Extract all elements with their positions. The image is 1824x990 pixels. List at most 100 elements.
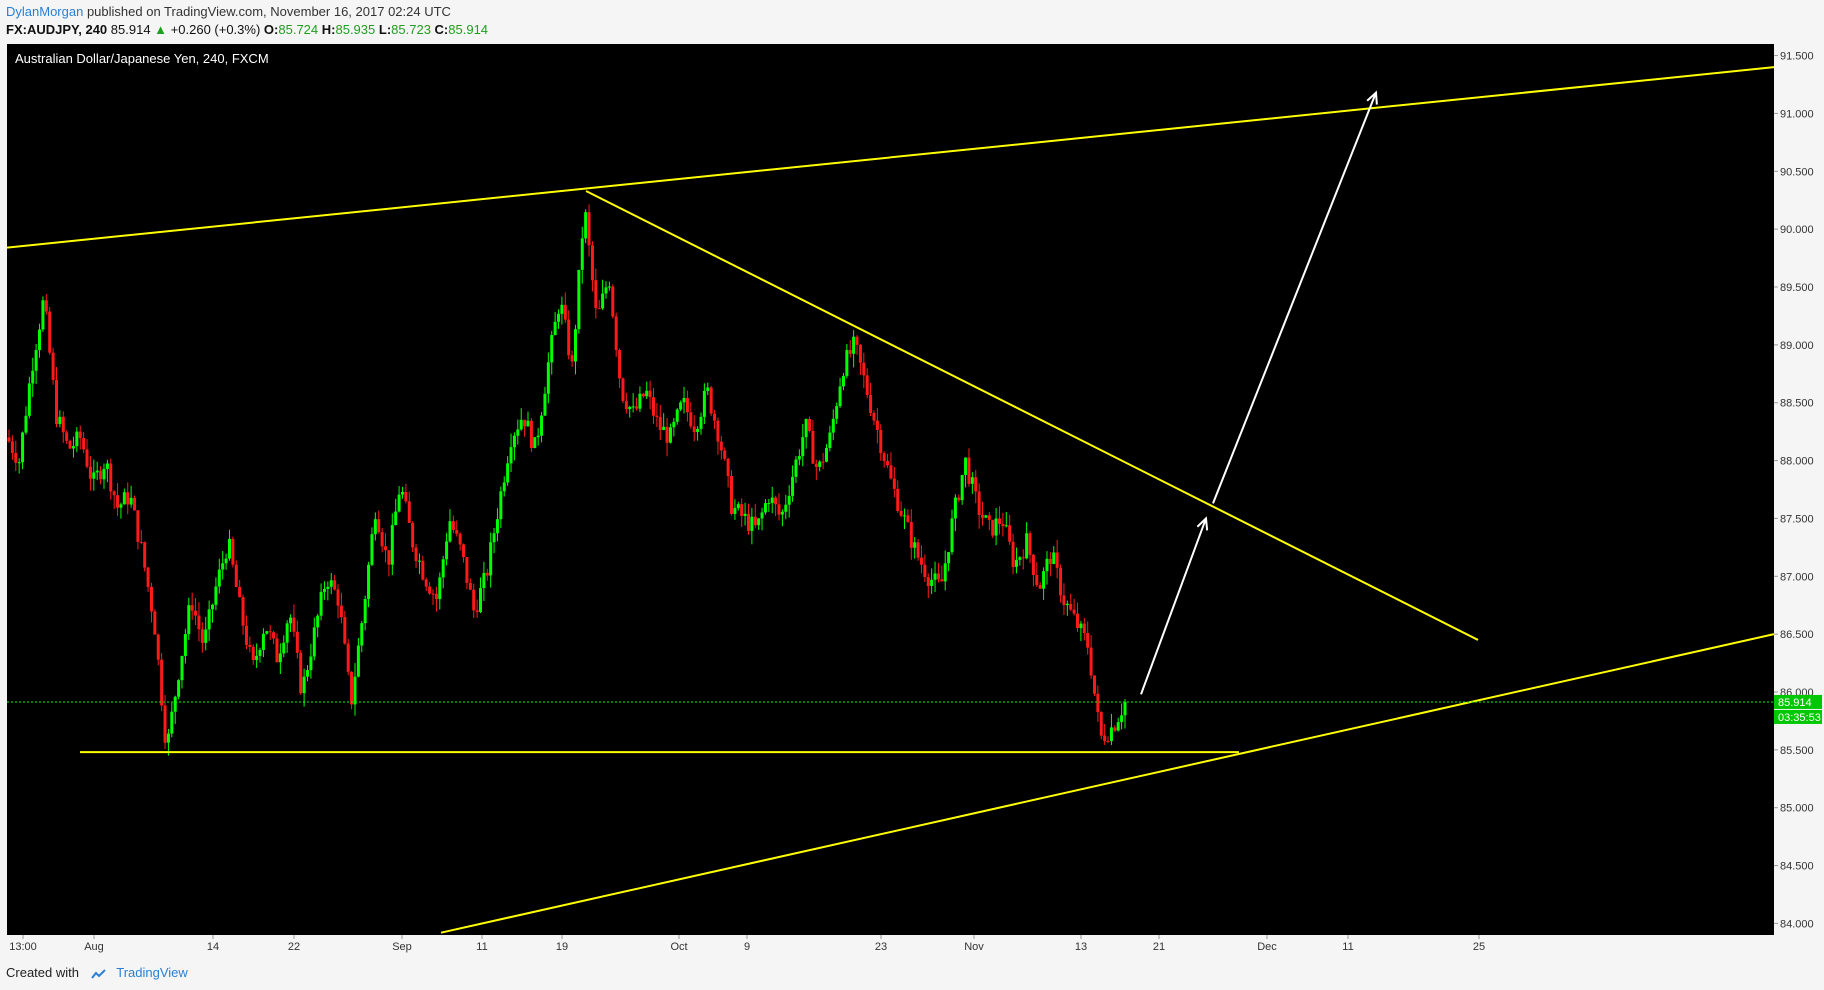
candle-body bbox=[309, 656, 313, 671]
candle-body bbox=[204, 629, 208, 643]
candle-body bbox=[919, 557, 923, 565]
published-text: published on TradingView.com, November 1… bbox=[86, 4, 451, 19]
candle-body bbox=[831, 418, 835, 433]
candle-body bbox=[947, 552, 951, 564]
candle-body bbox=[519, 419, 523, 430]
candle-body bbox=[248, 644, 252, 647]
candle-body bbox=[1014, 559, 1018, 567]
candle-body bbox=[621, 378, 625, 402]
x-tick-label: Sep bbox=[392, 941, 412, 953]
candle-body bbox=[489, 542, 493, 576]
candle-body bbox=[295, 631, 299, 653]
candle-body bbox=[923, 564, 927, 578]
y-tick-label: 85.000 bbox=[1780, 803, 1814, 815]
candle-body bbox=[224, 558, 228, 564]
x-tick-label: 19 bbox=[556, 941, 568, 953]
open-label: O: bbox=[263, 22, 279, 37]
candle-body bbox=[638, 393, 642, 409]
candle-body bbox=[546, 362, 550, 394]
y-tick-label: 90.500 bbox=[1780, 166, 1814, 178]
candle-body bbox=[750, 516, 754, 531]
candle-body bbox=[723, 450, 727, 459]
candle-body bbox=[116, 495, 120, 508]
time-axis[interactable] bbox=[7, 935, 1774, 955]
candle-body bbox=[421, 560, 425, 580]
candle-body bbox=[380, 532, 384, 547]
candle-body bbox=[702, 390, 706, 417]
candle-body bbox=[27, 383, 31, 416]
tradingview-link[interactable]: TradingView bbox=[116, 965, 188, 980]
x-tick-label: 13 bbox=[1075, 941, 1087, 953]
candle-body bbox=[1021, 557, 1025, 559]
candle-body bbox=[651, 397, 655, 416]
candle-body bbox=[709, 387, 713, 414]
candle-body bbox=[139, 541, 143, 543]
y-tick-label: 89.000 bbox=[1780, 340, 1814, 352]
candle-body bbox=[852, 336, 856, 354]
candle-body bbox=[312, 627, 316, 657]
candle-body bbox=[736, 504, 740, 509]
candle-body bbox=[292, 617, 296, 632]
candle-body bbox=[455, 530, 459, 534]
candle-body bbox=[465, 557, 469, 583]
candle-body bbox=[892, 478, 896, 489]
x-tick-label: 22 bbox=[288, 941, 300, 953]
candle-body bbox=[841, 375, 845, 387]
candle-body bbox=[333, 580, 337, 590]
candle-body bbox=[499, 491, 503, 520]
candle-body bbox=[258, 649, 262, 656]
candle-body bbox=[214, 586, 218, 605]
trendline-descending-resistance bbox=[585, 190, 1479, 641]
candle-body bbox=[865, 375, 869, 396]
candle-body bbox=[716, 420, 720, 442]
candle-body bbox=[896, 488, 900, 511]
high-value: 85.935 bbox=[335, 22, 376, 37]
candle-body bbox=[550, 335, 554, 363]
candle-body bbox=[506, 463, 510, 483]
candle-body bbox=[1072, 609, 1076, 614]
candle-body bbox=[146, 567, 150, 587]
candle-body bbox=[540, 415, 544, 436]
candle-body bbox=[268, 631, 272, 633]
candle-body bbox=[336, 589, 340, 606]
trendline-upper-channel bbox=[6, 66, 1775, 249]
candle-body bbox=[424, 579, 428, 587]
x-tick-label: 11 bbox=[476, 941, 487, 953]
candle-body bbox=[726, 458, 730, 476]
candle-body bbox=[1113, 727, 1117, 731]
candle-body bbox=[567, 319, 571, 356]
candle-body bbox=[404, 492, 408, 502]
candle-body bbox=[668, 427, 672, 443]
candle-body bbox=[953, 497, 957, 519]
candle-body bbox=[217, 569, 221, 587]
candle-body bbox=[886, 461, 890, 466]
candle-body bbox=[92, 472, 96, 479]
candle-body bbox=[102, 468, 106, 480]
y-tick-label: 85.500 bbox=[1780, 745, 1814, 757]
candle-body bbox=[431, 593, 435, 595]
y-tick-label: 84.000 bbox=[1780, 918, 1814, 930]
candle-body bbox=[631, 406, 635, 408]
candle-body bbox=[394, 511, 398, 526]
candle-body bbox=[1106, 740, 1110, 742]
candle-body bbox=[367, 564, 371, 600]
low-value: 85.723 bbox=[391, 22, 431, 37]
y-tick-label: 87.500 bbox=[1780, 513, 1814, 525]
price-axis[interactable] bbox=[1774, 44, 1824, 955]
candle-body bbox=[662, 426, 666, 431]
candle-body bbox=[529, 420, 533, 449]
candle-body bbox=[251, 646, 255, 661]
candle-body bbox=[879, 429, 883, 454]
candle-body bbox=[434, 593, 438, 600]
author-link[interactable]: DylanMorgan bbox=[6, 4, 84, 19]
plot-background bbox=[7, 44, 1774, 935]
price-chart[interactable]: 84.00084.50085.00085.50086.00086.50087.0… bbox=[6, 44, 1824, 955]
candle-body bbox=[987, 515, 991, 520]
candle-body bbox=[458, 533, 462, 545]
candle-body bbox=[804, 419, 808, 438]
candle-body bbox=[445, 541, 449, 560]
candle-body bbox=[122, 492, 126, 505]
chart-area[interactable]: 84.000 84.500 85.000 85.500 86.000 86.500 87.0… bbox=[6, 44, 1824, 955]
candle-body bbox=[570, 355, 574, 362]
close-label: C: bbox=[434, 22, 449, 37]
